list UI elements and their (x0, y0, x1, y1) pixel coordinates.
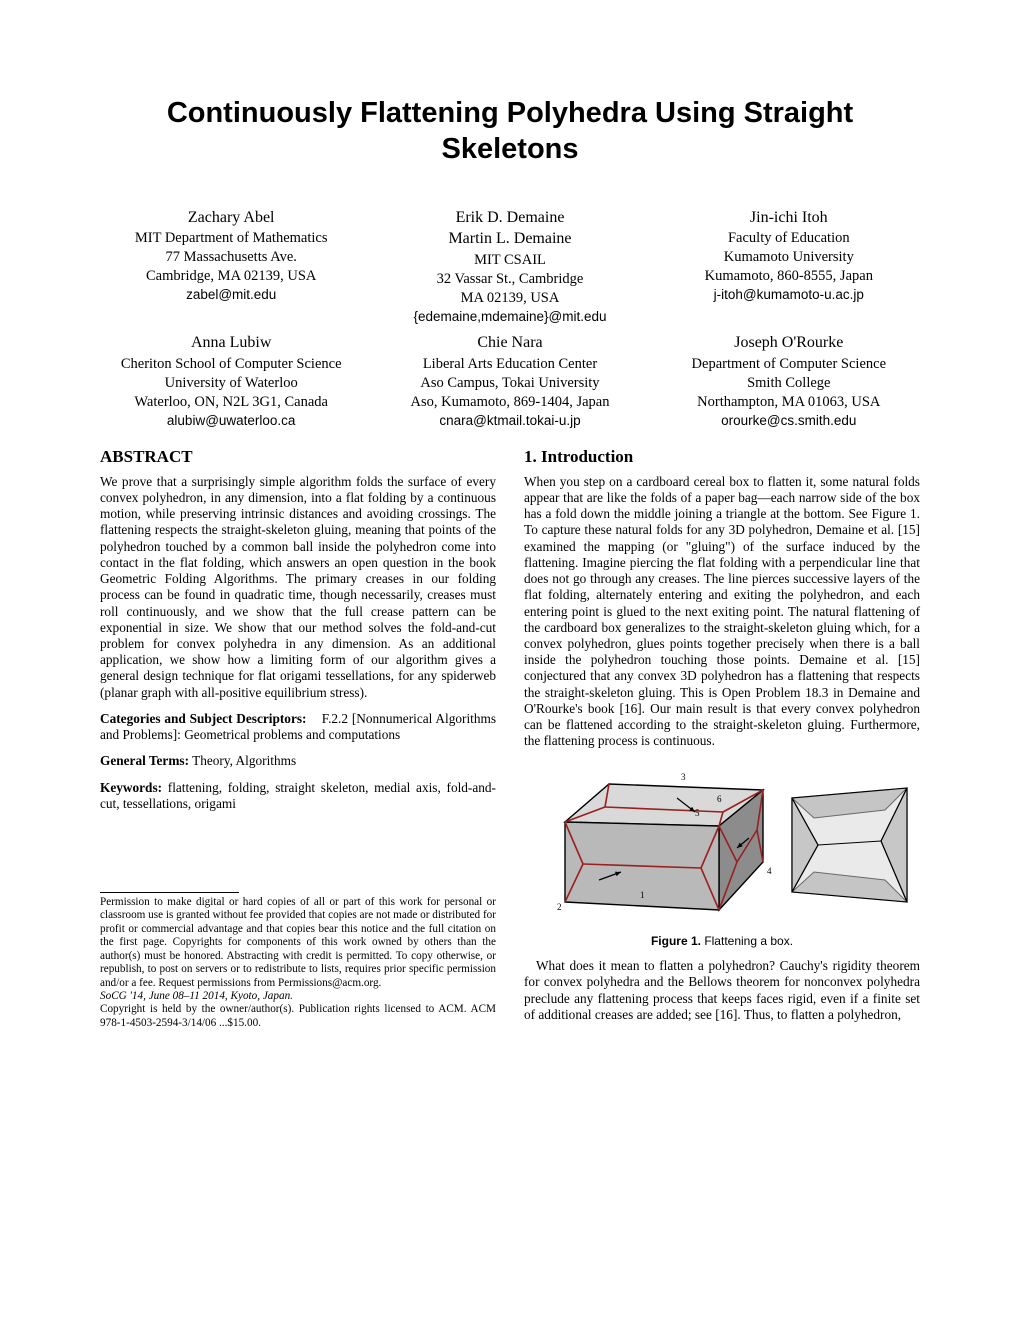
intro-paragraph-1: When you step on a cardboard cereal box … (524, 474, 920, 750)
figure-1-caption-text: Flattening a box. (704, 934, 793, 948)
svg-text:4: 4 (767, 866, 772, 876)
svg-text:6: 6 (717, 794, 722, 804)
permission-rule (100, 892, 239, 893)
permission-block: Permission to make digital or hard copie… (100, 892, 496, 1030)
page: Continuously Flattening Polyhedra Using … (0, 0, 1020, 1320)
author-name: Martin L. Demaine (379, 229, 641, 250)
general-terms-label: General Terms: (100, 753, 189, 768)
authors-row-1: Zachary Abel MIT Department of Mathemati… (100, 208, 920, 326)
author-affil: Cambridge, MA 02139, USA (100, 267, 362, 286)
keywords-label: Keywords: (100, 780, 162, 795)
svg-text:3: 3 (681, 772, 686, 782)
abstract-text: We prove that a surprisingly simple algo… (100, 474, 496, 701)
author-affil: MIT Department of Mathematics (100, 229, 362, 248)
author-affil: University of Waterloo (100, 374, 362, 393)
categories: Categories and Subject Descriptors: F.2.… (100, 711, 496, 743)
author-affil: Liberal Arts Education Center (379, 355, 641, 374)
author-name: Erik D. Demaine (379, 208, 641, 229)
author-block: Joseph O'Rourke Department of Computer S… (658, 333, 920, 429)
categories-label: Categories and Subject Descriptors: (100, 711, 306, 726)
intro-paragraph-2: What does it mean to flatten a polyhedro… (524, 958, 920, 1023)
abstract-heading: ABSTRACT (100, 447, 496, 468)
author-name: Zachary Abel (100, 208, 362, 229)
author-affil: Kumamoto, 860-8555, Japan (658, 267, 920, 286)
author-affil: Department of Computer Science (658, 355, 920, 374)
author-affil: Faculty of Education (658, 229, 920, 248)
author-email: zabel@mit.edu (100, 286, 362, 304)
left-column: ABSTRACT We prove that a surprisingly si… (100, 447, 496, 1033)
author-affil: MIT CSAIL (379, 251, 641, 270)
intro-heading: 1. Introduction (524, 447, 920, 468)
author-affil: 32 Vassar St., Cambridge (379, 270, 641, 289)
author-block: Anna Lubiw Cheriton School of Computer S… (100, 333, 362, 429)
author-block: Zachary Abel MIT Department of Mathemati… (100, 208, 362, 326)
author-email: {edemaine,mdemaine}@mit.edu (379, 308, 641, 326)
svg-text:5: 5 (695, 808, 700, 818)
author-name: Joseph O'Rourke (658, 333, 920, 354)
general-terms-text: Theory, Algorithms (192, 753, 296, 768)
svg-text:1: 1 (640, 890, 645, 900)
author-affil: Smith College (658, 374, 920, 393)
keywords: Keywords: flattening, folding, straight … (100, 780, 496, 812)
author-email: cnara@ktmail.tokai-u.jp (379, 412, 641, 430)
author-email: orourke@cs.smith.edu (658, 412, 920, 430)
figure-1-svg: 1 2 3 4 5 6 (527, 760, 917, 930)
body-columns: ABSTRACT We prove that a surprisingly si… (100, 447, 920, 1033)
author-block: Chie Nara Liberal Arts Education Center … (379, 333, 641, 429)
author-name: Chie Nara (379, 333, 641, 354)
author-affil: Northampton, MA 01063, USA (658, 393, 920, 412)
general-terms: General Terms: Theory, Algorithms (100, 753, 496, 769)
figure-1-caption-label: Figure 1. (651, 934, 701, 948)
right-column: 1. Introduction When you step on a cardb… (524, 447, 920, 1033)
author-affil: Aso, Kumamoto, 869-1404, Japan (379, 393, 641, 412)
author-email: j-itoh@kumamoto-u.ac.jp (658, 286, 920, 304)
author-affil: Waterloo, ON, N2L 3G1, Canada (100, 393, 362, 412)
author-affil: Cheriton School of Computer Science (100, 355, 362, 374)
paper-title: Continuously Flattening Polyhedra Using … (100, 95, 920, 168)
conference-line: SoCG '14, June 08–11 2014, Kyoto, Japan. (100, 990, 293, 1002)
author-block: Jin-ichi Itoh Faculty of Education Kumam… (658, 208, 920, 326)
author-affil: Kumamoto University (658, 248, 920, 267)
author-block: Erik D. Demaine Martin L. Demaine MIT CS… (379, 208, 641, 326)
svg-text:2: 2 (557, 902, 562, 912)
figure-1-caption: Figure 1. Flattening a box. (524, 934, 920, 949)
author-email: alubiw@uwaterloo.ca (100, 412, 362, 430)
authors-row-2: Anna Lubiw Cheriton School of Computer S… (100, 333, 920, 429)
author-name: Jin-ichi Itoh (658, 208, 920, 229)
author-affil: 77 Massachusetts Ave. (100, 248, 362, 267)
author-affil: MA 02139, USA (379, 289, 641, 308)
copyright-line: Copyright is held by the owner/author(s)… (100, 1003, 496, 1030)
permission-text: Permission to make digital or hard copie… (100, 896, 496, 990)
author-name: Anna Lubiw (100, 333, 362, 354)
figure-1: 1 2 3 4 5 6 Figure 1. Flattening a box. (524, 760, 920, 949)
author-affil: Aso Campus, Tokai University (379, 374, 641, 393)
